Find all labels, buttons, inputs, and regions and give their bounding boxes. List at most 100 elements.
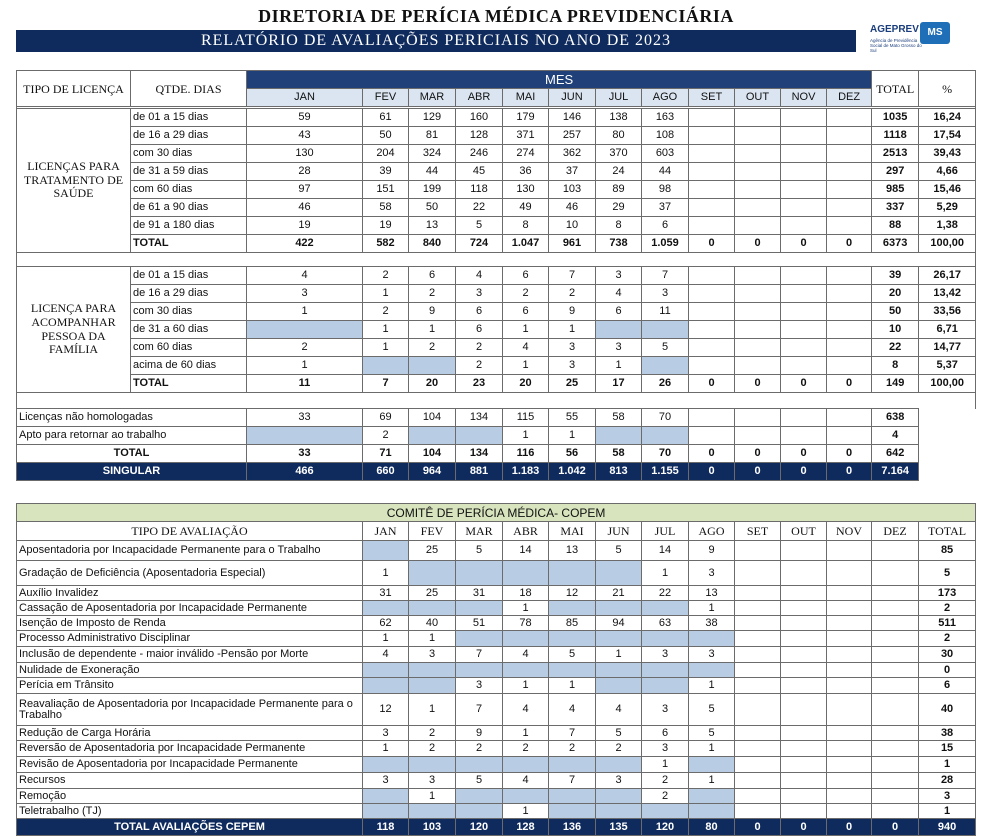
value-cell: 466 [246, 462, 363, 481]
blank [919, 427, 976, 445]
row-total: 1118 [871, 126, 920, 145]
empty-cell [871, 630, 919, 647]
column-header: TIPO DE AVALIAÇÃO [16, 521, 363, 541]
value-cell: 0 [734, 818, 781, 836]
empty-cell [688, 180, 735, 199]
value-cell: 6 [408, 266, 456, 285]
empty-cell [688, 216, 735, 235]
value-cell: 5 [455, 540, 503, 561]
empty-cell [871, 560, 919, 586]
empty-cell [825, 338, 873, 357]
row-total: 985 [871, 180, 920, 199]
value-cell: 1 [502, 426, 549, 445]
empty-shaded-cell [362, 356, 409, 375]
value-cell: 371 [502, 126, 549, 145]
empty-cell [734, 693, 781, 726]
row-label: Gradação de Deficiência (Aposentadoria E… [16, 560, 363, 586]
empty-cell [688, 408, 735, 427]
value-cell: 1 [246, 356, 363, 375]
row-percent: 26,17 [918, 266, 977, 285]
row-total: 149 [871, 374, 920, 393]
empty-cell [734, 108, 781, 127]
empty-cell [734, 740, 781, 757]
empty-cell [688, 338, 735, 357]
row-label: Revisão de Aposentadoria por Incapacidad… [16, 756, 363, 773]
value-cell: 1 [688, 677, 735, 694]
value-cell: 6 [502, 302, 549, 321]
row-label: de 01 a 15 dias [130, 108, 247, 127]
empty-cell [734, 284, 781, 303]
value-cell: 6 [641, 216, 689, 235]
value-cell: 1 [548, 320, 596, 339]
empty-shaded-cell [455, 630, 503, 647]
empty-shaded-cell [548, 756, 596, 773]
month-header: MAR [408, 88, 456, 107]
row-total: 1 [917, 803, 977, 819]
empty-shaded-cell [548, 662, 596, 678]
value-cell: 0 [734, 462, 781, 481]
value-cell: 1 [362, 284, 409, 303]
row-total: 511 [917, 615, 977, 631]
value-cell: 813 [595, 462, 642, 481]
empty-cell [734, 788, 781, 804]
row-label: com 60 dias [130, 338, 247, 357]
column-header: TOTAL [871, 70, 920, 107]
value-cell: 0 [688, 374, 735, 393]
empty-cell [780, 756, 827, 773]
value-cell: 4 [595, 284, 642, 303]
empty-cell [734, 144, 781, 163]
value-cell: 2 [362, 266, 409, 285]
empty-cell [780, 615, 827, 631]
value-cell: 1 [688, 772, 735, 789]
value-cell: 103 [548, 180, 596, 199]
value-cell: 3 [595, 266, 642, 285]
value-cell: 128 [502, 818, 549, 836]
empty-cell [871, 662, 919, 678]
empty-cell [826, 803, 872, 819]
value-cell: 7 [362, 374, 409, 393]
value-cell: 120 [455, 818, 503, 836]
value-cell: 12 [548, 585, 596, 601]
value-cell: 31 [362, 585, 409, 601]
row-label: de 01 a 15 dias [130, 266, 247, 285]
licencas-table: TIPO DE LICENÇA QTDE. DIAS MES TOTAL % J… [15, 70, 977, 481]
value-cell: 17 [595, 374, 642, 393]
empty-shaded-cell [246, 320, 363, 339]
value-cell: 104 [408, 408, 456, 427]
empty-cell [826, 677, 872, 694]
value-cell: 85 [548, 615, 596, 631]
value-cell: 128 [455, 126, 503, 145]
row-total: 88 [871, 216, 920, 235]
logo-caption: Agência de Previdência Social de Mato Gr… [870, 38, 922, 53]
row-total: 5 [917, 560, 977, 586]
row-percent: 16,24 [918, 108, 977, 127]
empty-shaded-cell [688, 756, 735, 773]
empty-cell [826, 693, 872, 726]
total-label: TOTAL AVALIAÇÕES CEPEM [16, 818, 363, 836]
empty-cell [825, 302, 873, 321]
value-cell: 22 [455, 198, 503, 217]
column-header: % [918, 70, 977, 107]
value-cell: 7 [455, 646, 503, 663]
value-cell: 422 [246, 234, 363, 253]
empty-cell [825, 108, 873, 127]
value-cell: 2 [502, 740, 549, 757]
empty-cell [780, 144, 827, 163]
empty-shaded-cell [641, 356, 689, 375]
value-cell: 3 [641, 284, 689, 303]
value-cell: 4 [548, 693, 596, 726]
value-cell: 58 [595, 444, 642, 463]
value-cell: 7 [548, 266, 596, 285]
empty-cell [780, 198, 827, 217]
value-cell: 136 [548, 818, 596, 836]
value-cell: 71 [362, 444, 409, 463]
empty-cell [734, 677, 781, 694]
empty-shaded-cell [362, 803, 409, 819]
value-cell: 1 [548, 677, 596, 694]
empty-shaded-cell [548, 630, 596, 647]
empty-cell [825, 162, 873, 181]
empty-cell [734, 615, 781, 631]
empty-shaded-cell [641, 600, 689, 616]
value-cell: 146 [548, 108, 596, 127]
value-cell: 3 [246, 284, 363, 303]
